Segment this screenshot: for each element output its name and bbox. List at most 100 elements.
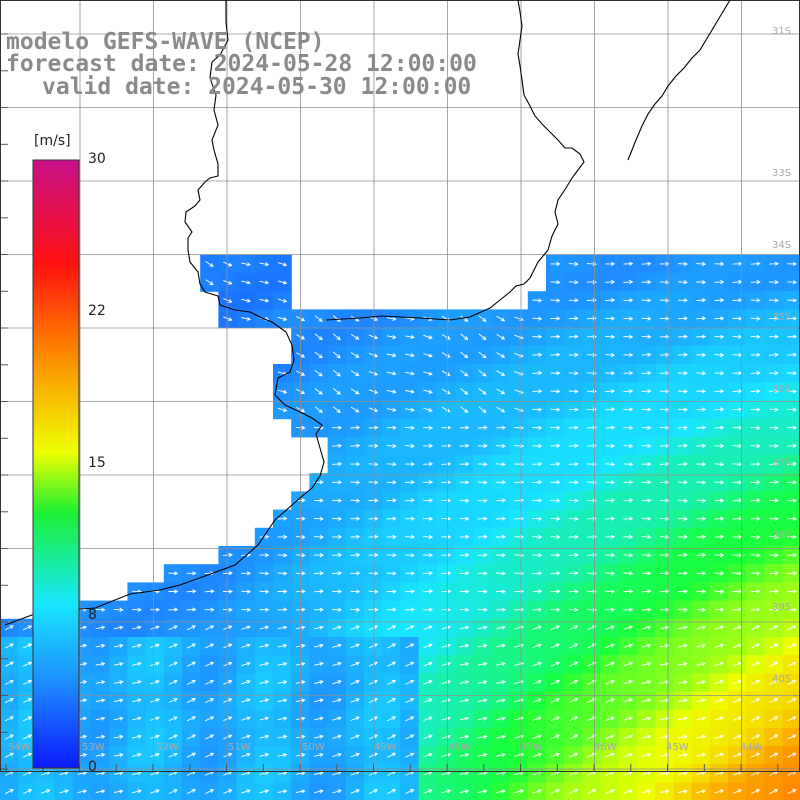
- wind-arrow: [368, 443, 379, 448]
- wind-arrow: [259, 734, 270, 739]
- wind-arrow: [659, 698, 670, 703]
- wind-arrow: [186, 571, 197, 576]
- wind-arrow: [787, 371, 798, 376]
- wind-arrow: [568, 571, 579, 576]
- wind-arrow: [532, 589, 543, 594]
- wind-arrow: [241, 752, 251, 758]
- wind-arrow: [150, 698, 160, 703]
- wind-arrow: [387, 752, 397, 758]
- wind-arrow: [223, 316, 233, 322]
- wind-arrow: [205, 661, 215, 667]
- wind-arrow: [350, 789, 360, 794]
- wind-arrow: [641, 752, 652, 757]
- wind-arrow: [568, 516, 579, 521]
- lat-label: 37S: [772, 458, 792, 469]
- wind-arrow: [423, 371, 433, 376]
- wind-arrow: [150, 789, 160, 794]
- wind-arrow: [641, 334, 652, 339]
- wind-arrow: [423, 607, 434, 612]
- wind-arrow: [605, 589, 616, 594]
- wind-arrow: [205, 789, 215, 795]
- lat-label: 38S: [772, 530, 792, 541]
- wind-arrow: [168, 607, 179, 612]
- wind-arrow: [769, 443, 779, 448]
- wind-arrow: [387, 679, 397, 685]
- wind-arrow: [95, 643, 106, 648]
- wind-arrow: [532, 498, 543, 503]
- lon-label: 47W: [520, 742, 543, 753]
- wind-arrow: [387, 625, 397, 631]
- wind-arrow: [732, 789, 743, 794]
- wind-arrow: [113, 661, 124, 667]
- wind-arrow: [623, 680, 634, 685]
- wind-arrow: [95, 716, 106, 721]
- lon-label: 53W: [82, 742, 105, 753]
- wind-arrow: [659, 534, 670, 540]
- wind-arrow: [623, 661, 634, 667]
- wind-arrow: [314, 698, 324, 703]
- wind-arrow: [478, 315, 487, 322]
- wind-arrow: [459, 516, 470, 521]
- wind-arrow: [769, 679, 779, 685]
- wind-arrow: [459, 661, 470, 666]
- wind-arrow: [405, 698, 415, 704]
- wind-arrow: [750, 462, 761, 467]
- wind-arrow: [714, 789, 725, 794]
- wind-arrow: [714, 607, 725, 612]
- wind-arrow: [751, 698, 761, 704]
- wind-arrow: [477, 534, 488, 539]
- wind-arrow: [186, 607, 197, 612]
- wind-arrow: [23, 716, 33, 722]
- wind-arrow: [405, 679, 415, 685]
- wind-arrow: [222, 571, 233, 576]
- wind-arrow: [787, 516, 798, 521]
- wind-arrow: [4, 734, 14, 740]
- wind-arrow: [459, 480, 470, 485]
- wind-arrow: [405, 353, 415, 358]
- wind-arrow: [4, 789, 14, 795]
- wind-arrow: [441, 589, 452, 594]
- wind-arrow: [223, 625, 233, 631]
- wind-arrow: [386, 443, 397, 449]
- wind-arrow: [477, 516, 488, 521]
- wind-arrow: [277, 389, 288, 394]
- wind-arrow: [751, 716, 761, 722]
- wind-arrow: [368, 589, 379, 594]
- wind-arrow: [423, 443, 434, 448]
- wind-arrow: [605, 316, 616, 321]
- wind-arrow: [714, 443, 725, 448]
- wind-arrow: [405, 625, 415, 631]
- lat-label: 34S: [772, 240, 792, 251]
- wind-arrow: [223, 298, 233, 303]
- wind-arrow: [569, 625, 579, 631]
- lon-label: 52W: [156, 742, 179, 753]
- wind-arrow: [568, 534, 579, 539]
- wind-arrow: [769, 752, 779, 758]
- wind-arrow: [605, 498, 616, 503]
- wind-arrow: [423, 425, 434, 430]
- wind-arrow: [659, 389, 670, 394]
- wind-arrow: [568, 480, 579, 485]
- wind-arrow: [641, 553, 652, 558]
- wind-arrow: [460, 333, 469, 341]
- wind-arrow: [678, 625, 688, 630]
- wind-arrow: [168, 679, 178, 685]
- wind-arrow: [277, 716, 288, 721]
- wind-arrow: [423, 734, 433, 740]
- wind-arrow: [441, 625, 452, 630]
- wind-arrow: [605, 371, 616, 376]
- wind-arrow: [696, 462, 707, 467]
- wind-arrow: [277, 571, 288, 576]
- wind-arrow: [768, 261, 779, 266]
- wind-arrow: [623, 734, 634, 739]
- wind-arrow: [677, 352, 688, 357]
- wind-arrow: [223, 698, 233, 703]
- wind-arrow: [696, 261, 707, 267]
- lat-label: 35S: [772, 312, 792, 323]
- wind-arrow: [787, 298, 798, 303]
- wind-arrow: [459, 425, 470, 430]
- wind-arrow: [714, 734, 725, 739]
- wind-arrow: [568, 352, 579, 357]
- wind-arrow: [113, 698, 124, 703]
- wind-arrow: [677, 498, 688, 503]
